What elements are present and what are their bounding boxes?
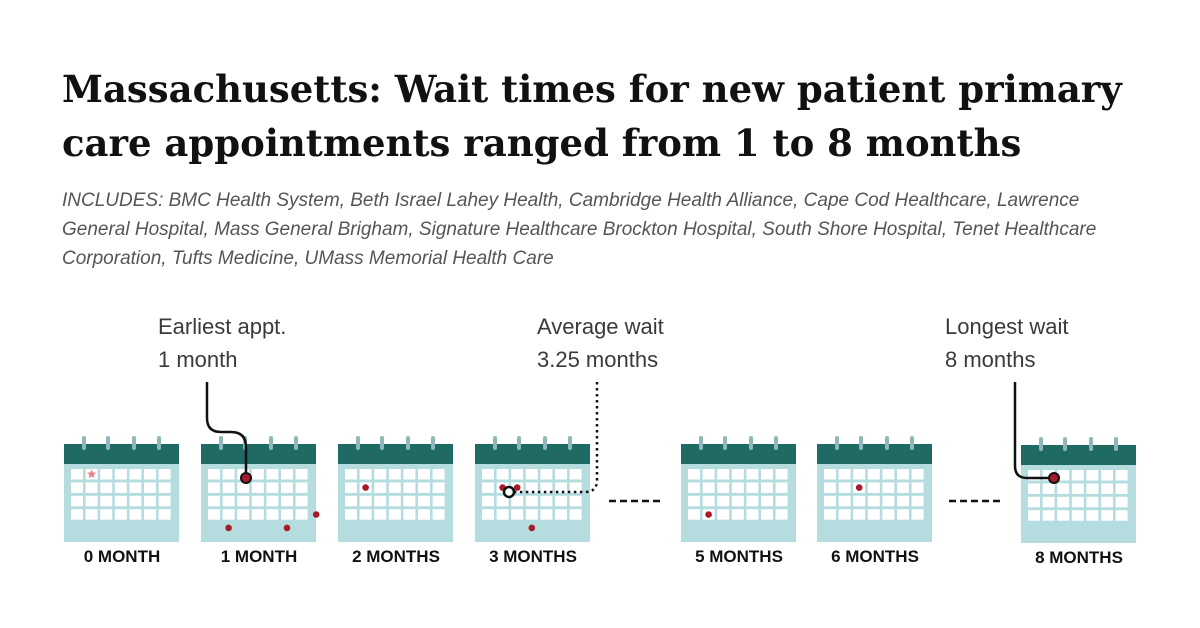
- calendar-icon-0-month: [64, 436, 179, 542]
- appointment-dot: [283, 524, 291, 532]
- callout-longest-value: 8 months: [945, 347, 1036, 372]
- average-marker: [502, 485, 516, 499]
- longest-marker: [1048, 472, 1060, 484]
- callout-longest-label: Longest wait: [945, 314, 1069, 339]
- calendar-icon-6-months: [817, 436, 932, 542]
- callout-average-value: 3.25 months: [537, 347, 659, 372]
- appointment-dot: [362, 484, 369, 491]
- calendar-icon-3-months: [475, 436, 590, 542]
- chart-title: Massachusetts: Wait times for new patien…: [62, 67, 1122, 165]
- calendar-label-3-months: 3 MONTHS: [489, 547, 577, 566]
- callout-earliest: Earliest appt. 1 month: [158, 310, 286, 376]
- star-icon: [86, 469, 97, 479]
- appointment-dot: [705, 511, 712, 518]
- callout-earliest-value: 1 month: [158, 347, 238, 372]
- callout-earliest-label: Earliest appt.: [158, 314, 287, 339]
- appointment-dot: [312, 511, 320, 518]
- calendar-label-2-months: 2 MONTHS: [352, 547, 440, 566]
- appointment-dot: [855, 484, 863, 491]
- appointment-dot: [528, 524, 536, 532]
- includes-note: INCLUDES: BMC Health System, Beth Israel…: [62, 190, 1097, 269]
- calendar-label-8-months: 8 MONTHS: [1035, 548, 1123, 567]
- calendar-icon-1-month: [201, 436, 320, 542]
- calendar-label-5-months: 5 MONTHS: [695, 547, 783, 566]
- calendar-icon-2-months: [338, 436, 453, 542]
- connector-lines: [205, 382, 1060, 503]
- callout-longest: Longest wait 8 months: [945, 310, 1069, 376]
- appointment-dot: [513, 484, 521, 491]
- calendar-icon-8-months: [1021, 437, 1136, 543]
- calendar-label-6-months: 6 MONTHS: [831, 547, 919, 566]
- longest-leader-line: [1013, 382, 1054, 480]
- average-leader-line: [510, 382, 599, 494]
- earliest-leader-line: [205, 382, 248, 478]
- calendar-icon-5-months: [681, 436, 796, 542]
- appointment-dot: [225, 524, 232, 532]
- calendar-label-0-month: 0 MONTH: [83, 547, 161, 566]
- callout-average-label: Average wait: [537, 314, 664, 339]
- callout-average: Average wait 3.25 months: [537, 310, 664, 376]
- earliest-marker: [240, 472, 252, 484]
- calendar-label-1-month: 1 MONTH: [220, 547, 298, 566]
